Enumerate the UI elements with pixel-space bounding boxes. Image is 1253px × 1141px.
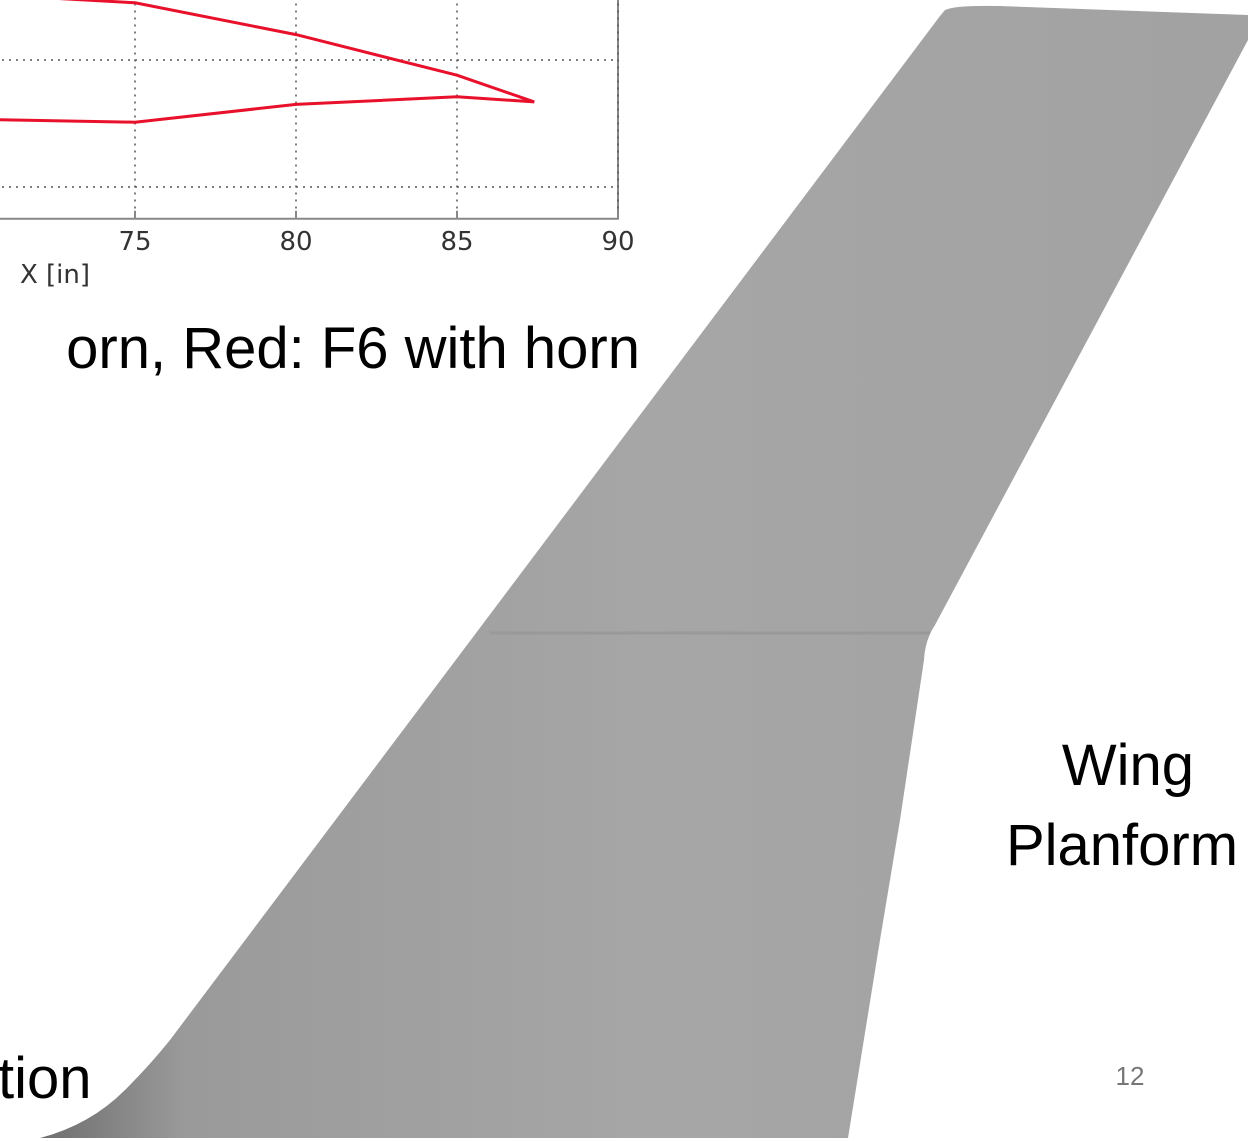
plot-frame — [0, 0, 618, 219]
side-label: Wing — [1062, 733, 1194, 798]
side-label: Planform — [1006, 813, 1238, 878]
slide: 75 80 85 90 X [in] orn, Red: F6 with horn Wi… — [0, 0, 1253, 1141]
x-tick-label: 80 — [279, 227, 312, 257]
data-line — [0, 0, 534, 102]
page-number: 12 — [1116, 1061, 1145, 1091]
x-axis-label: X [in] — [20, 260, 90, 290]
data-line — [0, 97, 534, 122]
wing-planform — [40, 6, 1248, 1138]
bottom-text: tion — [0, 1046, 92, 1111]
x-tick-label: 85 — [440, 227, 473, 257]
caption: orn, Red: F6 with horn — [66, 316, 640, 381]
x-tick-label: 90 — [601, 227, 634, 257]
x-tick-label: 75 — [118, 227, 151, 257]
airfoil-chart: 75 80 85 90 X [in] — [0, 0, 635, 290]
